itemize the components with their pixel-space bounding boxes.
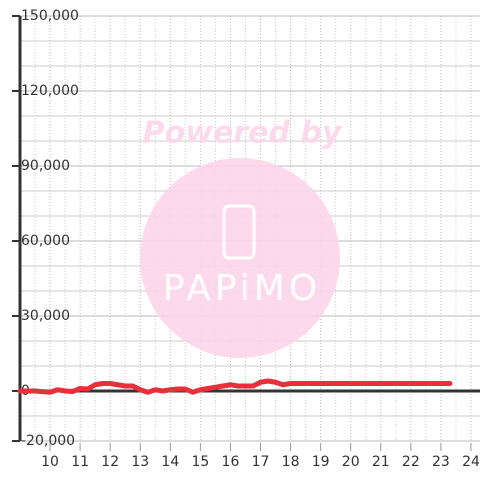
- x-tick-label: 11: [71, 454, 89, 470]
- watermark-logo: PAPiMO: [163, 268, 321, 309]
- y-tick-label: 30,000: [21, 308, 70, 324]
- x-tick-label: 18: [282, 454, 300, 470]
- watermark-text: Powered by: [143, 116, 343, 151]
- x-tick-label: 14: [161, 454, 179, 470]
- watermark-phone: [222, 204, 256, 260]
- x-tick-label: 13: [131, 454, 149, 470]
- x-tick-label: 23: [432, 454, 450, 470]
- x-tick-label: 20: [342, 454, 360, 470]
- x-tick-label: 10: [41, 454, 59, 470]
- x-tick-label: 22: [402, 454, 420, 470]
- y-tick-label: 120,000: [21, 83, 79, 99]
- x-tick-label: 15: [191, 454, 209, 470]
- watermark: Powered by PAPiMO: [140, 116, 343, 358]
- y-tick-label: 90,000: [21, 158, 70, 174]
- series-line: [17, 378, 453, 395]
- x-tick-label: 17: [252, 454, 270, 470]
- x-tick-label: 19: [312, 454, 330, 470]
- x-tick-label: 21: [372, 454, 390, 470]
- x-tick-label: 16: [222, 454, 240, 470]
- y-tick-label: 150,000: [21, 8, 79, 24]
- y-tick-label: 60,000: [21, 233, 70, 249]
- y-tick-label: -20,000: [21, 433, 75, 449]
- x-tick-label: 24: [462, 454, 480, 470]
- x-tick-label: 12: [101, 454, 119, 470]
